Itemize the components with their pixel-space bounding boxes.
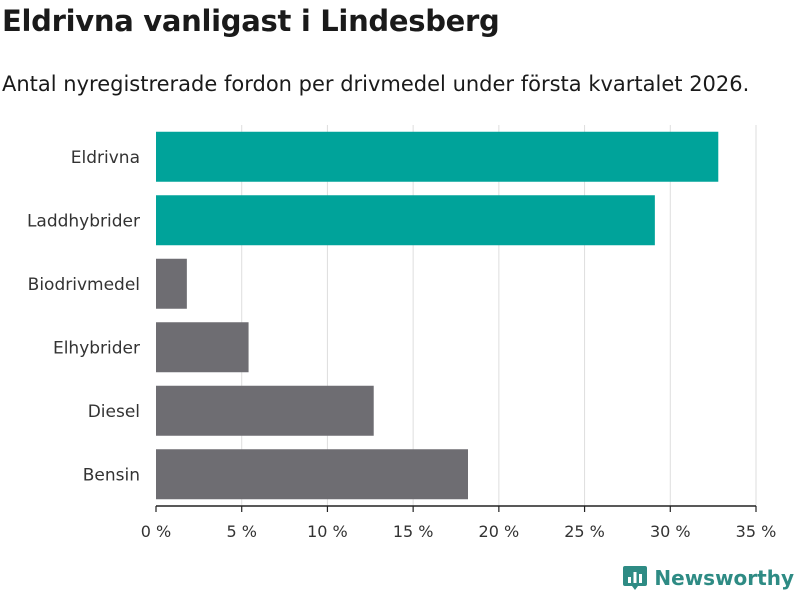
x-tick-label: 5 %: [226, 522, 256, 541]
x-tick-label: 20 %: [479, 522, 520, 541]
x-tick-label: 35 %: [736, 522, 777, 541]
category-label: Biodrivmedel: [28, 275, 140, 295]
chart-title: Eldrivna vanligast i Lindesberg: [2, 4, 500, 38]
category-label: Laddhybrider: [27, 211, 140, 231]
category-label: Elhybrider: [53, 338, 140, 358]
newsworthy-logo-icon: [623, 566, 648, 590]
x-tick-label: 15 %: [393, 522, 434, 541]
bar-laddhybrider: [156, 195, 655, 246]
bar-eldrivna: [156, 131, 719, 182]
bar-diesel: [156, 385, 374, 436]
brand-name: Newsworthy: [654, 566, 794, 590]
bar-elhybrider: [156, 322, 249, 373]
brand-logo: Newsworthy: [622, 564, 794, 592]
x-tick-label: 10 %: [307, 522, 348, 541]
bar-bensin: [156, 449, 468, 500]
x-tick-label: 30 %: [650, 522, 691, 541]
chart-subtitle: Antal nyregistrerade fordon per drivmede…: [2, 72, 750, 96]
bar-biodrivmedel: [156, 258, 187, 309]
category-label: Eldrivna: [71, 148, 140, 168]
x-tick-label: 25 %: [564, 522, 605, 541]
category-label: Diesel: [88, 402, 140, 422]
category-label: Bensin: [83, 465, 140, 485]
x-tick-label: 0 %: [141, 522, 171, 541]
